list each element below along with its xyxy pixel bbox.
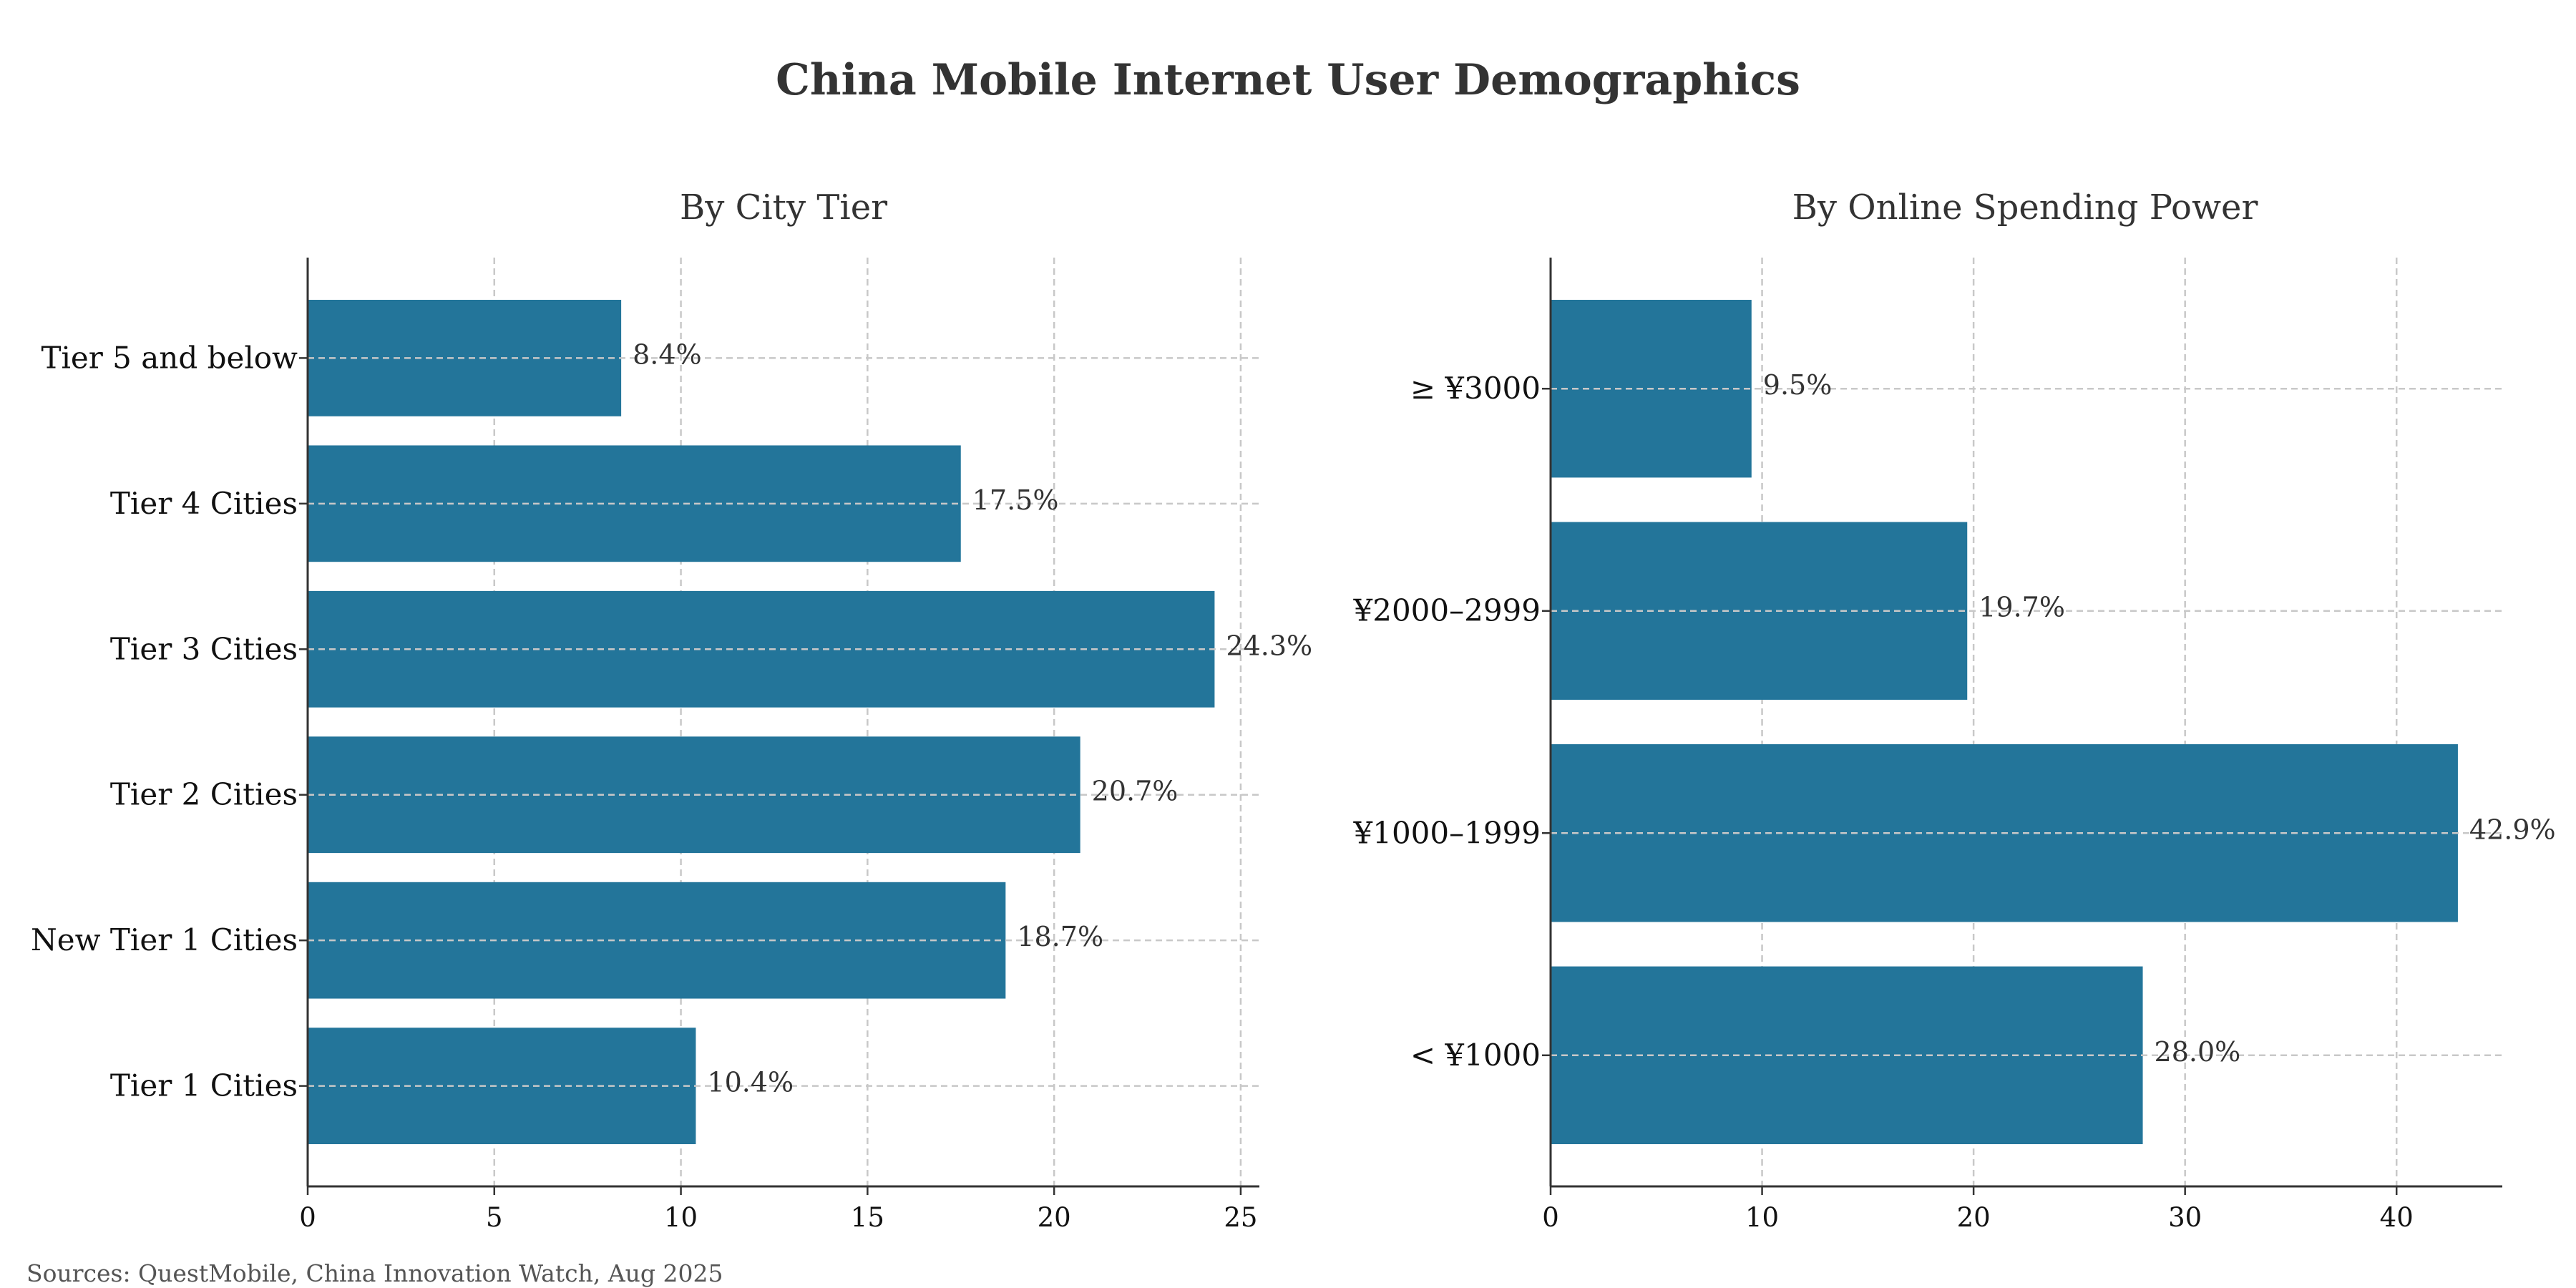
value-label: 9.5% bbox=[1763, 369, 1833, 401]
category-label: ≥ ¥3000 bbox=[1410, 371, 1541, 406]
panel-title-city-tier: By City Tier bbox=[680, 187, 887, 228]
chart-spending-power: By Online Spending Power 0 10 20 30 40 < ¥100… bbox=[1353, 187, 2556, 1233]
x-tick-label: 5 bbox=[486, 1202, 503, 1233]
bar-city-tier-2 bbox=[308, 736, 1080, 854]
panel-title-spending-power: By Online Spending Power bbox=[1792, 187, 2258, 228]
chart-city-tier: By City Tier 0 5 10 15 20 25 Tier 1 Cities 10.4… bbox=[31, 187, 1312, 1233]
x-tick-label: 20 bbox=[1957, 1202, 1991, 1233]
value-label: 19.7% bbox=[1979, 592, 2065, 623]
value-label: 42.9% bbox=[2469, 814, 2556, 845]
x-tick-label: 20 bbox=[1038, 1202, 1071, 1233]
value-label: 24.3% bbox=[1226, 630, 1312, 661]
category-label: Tier 3 Cities bbox=[110, 631, 298, 666]
figure-title: China Mobile Internet User Demographics bbox=[776, 55, 1800, 105]
x-tick-label: 25 bbox=[1224, 1202, 1257, 1233]
value-label: 18.7% bbox=[1017, 921, 1103, 952]
x-tick-label: 0 bbox=[1542, 1202, 1559, 1233]
value-label: 10.4% bbox=[707, 1067, 794, 1098]
x-tick-label: 40 bbox=[2380, 1202, 2414, 1233]
category-label: Tier 5 and below bbox=[41, 340, 298, 375]
x-tick-label: 0 bbox=[299, 1202, 316, 1233]
value-label: 28.0% bbox=[2155, 1036, 2241, 1068]
x-tick-label: 15 bbox=[851, 1202, 884, 1233]
category-label: Tier 2 Cities bbox=[110, 777, 298, 812]
x-tick-label: 30 bbox=[2168, 1202, 2202, 1233]
category-label: ¥2000–2999 bbox=[1353, 593, 1541, 628]
category-label: ¥1000–1999 bbox=[1353, 815, 1541, 850]
source-note: Sources: QuestMobile, China Innovation W… bbox=[26, 1259, 723, 1287]
value-label: 17.5% bbox=[972, 484, 1059, 516]
category-label: New Tier 1 Cities bbox=[31, 922, 298, 957]
category-label: Tier 1 Cities bbox=[110, 1068, 298, 1103]
category-label: < ¥1000 bbox=[1410, 1038, 1541, 1073]
x-tick-label: 10 bbox=[1745, 1202, 1779, 1233]
value-label: 20.7% bbox=[1092, 776, 1179, 807]
x-tick-label: 10 bbox=[664, 1202, 698, 1233]
category-label: Tier 4 Cities bbox=[110, 486, 298, 521]
value-label: 8.4% bbox=[633, 338, 702, 370]
